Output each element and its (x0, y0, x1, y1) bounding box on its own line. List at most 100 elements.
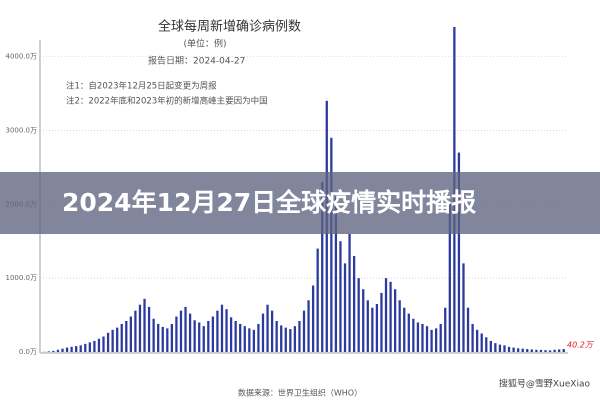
bar (521, 348, 524, 352)
bar (348, 233, 351, 352)
bar (316, 248, 319, 352)
bar (489, 340, 492, 352)
bar (248, 328, 251, 352)
bar (412, 318, 415, 352)
banner (0, 172, 600, 234)
bar (398, 300, 401, 352)
bar (166, 328, 169, 352)
bar (425, 326, 429, 352)
bar (193, 320, 196, 352)
note: 注2：2022年底和2023年初的新增高峰主要因为中国 (66, 96, 268, 107)
bar (548, 350, 552, 352)
bar (302, 310, 306, 352)
bar (266, 304, 269, 352)
bar (498, 344, 502, 352)
bar (161, 326, 164, 352)
bar (503, 345, 506, 352)
bar (384, 278, 388, 352)
bar (143, 298, 146, 352)
bar (138, 304, 142, 352)
bar (188, 313, 192, 352)
bar (471, 323, 474, 352)
note: 注1：自2023年12月25日起变更为周报 (66, 81, 217, 92)
bar (352, 255, 356, 352)
bar (56, 349, 60, 352)
bar (339, 241, 342, 352)
bar (111, 329, 114, 352)
bar (448, 204, 451, 352)
bar (70, 346, 73, 352)
bar (512, 347, 515, 352)
y-tick-label: 0.0万 (19, 348, 37, 356)
bar (380, 292, 383, 352)
bar (198, 322, 201, 352)
bar (476, 329, 479, 352)
report-date: 报告日期：2024-04-27 (148, 55, 245, 67)
bar (430, 329, 433, 352)
bar (553, 349, 556, 352)
y-tick-label: 1000.0万 (6, 274, 38, 282)
bar (366, 300, 369, 352)
chart-subtitle: (单位：例) (183, 38, 226, 50)
bar (93, 340, 96, 352)
bar (211, 316, 215, 352)
bar (84, 343, 87, 352)
bar (480, 333, 483, 352)
bar (275, 320, 278, 352)
bar (120, 323, 123, 352)
bar (270, 310, 274, 352)
bar (102, 336, 105, 352)
chart-title: 全球每周新增确诊病例数 (158, 19, 301, 35)
bar (435, 328, 438, 352)
bar (466, 307, 470, 352)
bar (106, 332, 110, 352)
bar (147, 306, 151, 352)
bar (539, 349, 543, 352)
bar (88, 342, 91, 352)
bar (284, 327, 287, 352)
bar (75, 346, 78, 352)
bar (403, 307, 406, 352)
annotation: 40.2万 (567, 341, 595, 350)
bar (184, 306, 187, 352)
bar (530, 349, 533, 352)
bar (535, 349, 538, 352)
bar (152, 318, 155, 352)
bar (239, 323, 242, 352)
y-tick-label: 3000.0万 (6, 126, 38, 134)
bar (202, 326, 205, 352)
bar (175, 316, 178, 352)
bar (375, 303, 379, 352)
bar (298, 320, 301, 352)
bar (61, 348, 64, 352)
bar (389, 281, 392, 352)
bar (494, 343, 497, 352)
banner-text: 2024年12月27日全球疫情实时播报 (62, 188, 476, 217)
bar (225, 309, 228, 352)
bar (444, 307, 447, 352)
bar (462, 263, 465, 352)
bar (252, 329, 256, 352)
bar (65, 347, 69, 352)
bar (334, 196, 338, 352)
bar (293, 326, 297, 352)
bar (321, 182, 324, 352)
bar (52, 350, 55, 352)
bar (216, 310, 219, 352)
bar (170, 323, 173, 352)
bar (261, 313, 265, 352)
bar (229, 317, 233, 352)
bar (393, 289, 397, 352)
bar (517, 348, 520, 352)
bar (330, 137, 333, 352)
bar (362, 289, 365, 352)
bar (357, 278, 360, 352)
bar (289, 329, 292, 352)
bar (125, 320, 128, 352)
watermark: 搜狐号@雪野XueXiao (499, 378, 591, 390)
bar (220, 304, 224, 352)
bar (134, 310, 137, 352)
bar (416, 322, 420, 352)
bar (439, 323, 442, 352)
